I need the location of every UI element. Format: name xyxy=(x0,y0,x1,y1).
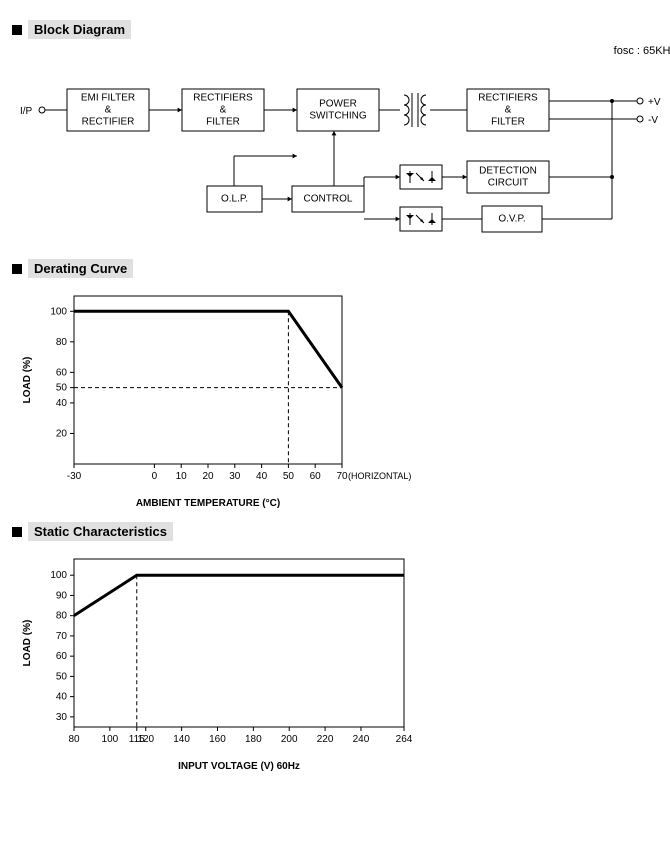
svg-text:180: 180 xyxy=(245,734,262,745)
svg-text:90: 90 xyxy=(56,590,68,601)
svg-text:RECTIFIER: RECTIFIER xyxy=(82,117,135,128)
svg-text:20: 20 xyxy=(202,471,214,482)
svg-text:20: 20 xyxy=(56,428,68,439)
svg-text:I/P: I/P xyxy=(20,106,33,117)
svg-text:60: 60 xyxy=(56,651,68,662)
bullet-icon xyxy=(12,25,22,35)
svg-text:CIRCUIT: CIRCUIT xyxy=(488,178,529,189)
svg-text:DETECTION: DETECTION xyxy=(479,166,537,177)
svg-text:-30: -30 xyxy=(67,471,82,482)
svg-text:100: 100 xyxy=(50,570,67,581)
bullet-icon xyxy=(12,264,22,274)
svg-text:SWITCHING: SWITCHING xyxy=(309,111,366,122)
svg-text:50: 50 xyxy=(56,383,68,394)
svg-text:EMI FILTER: EMI FILTER xyxy=(81,93,135,104)
svg-text:&: & xyxy=(105,105,112,116)
svg-text:LOAD (%): LOAD (%) xyxy=(22,620,33,667)
svg-text:(HORIZONTAL): (HORIZONTAL) xyxy=(348,471,411,481)
svg-text:50: 50 xyxy=(283,471,295,482)
svg-text:140: 140 xyxy=(173,734,190,745)
fosc-label: fosc : 65KHz xyxy=(12,45,670,57)
svg-text:FILTER: FILTER xyxy=(491,117,525,128)
derating-chart: 20 40 50 60 80 100 -30 0 10 20 30 40 50 60 70 AMBIENT T… xyxy=(12,284,432,514)
svg-text:AMBIENT TEMPERATURE (°C): AMBIENT TEMPERATURE (°C) xyxy=(136,498,280,509)
svg-text:80: 80 xyxy=(56,337,68,348)
section-header-derating: Derating Curve xyxy=(12,259,670,278)
svg-text:30: 30 xyxy=(229,471,241,482)
svg-text:O.V.P.: O.V.P. xyxy=(498,214,525,225)
svg-text:10: 10 xyxy=(176,471,188,482)
svg-text:RECTIFIERS: RECTIFIERS xyxy=(193,93,253,104)
svg-text:&: & xyxy=(505,105,512,116)
svg-text:O.L.P.: O.L.P. xyxy=(221,194,248,205)
svg-text:RECTIFIERS: RECTIFIERS xyxy=(478,93,538,104)
svg-text:60: 60 xyxy=(56,367,68,378)
svg-text:60: 60 xyxy=(310,471,322,482)
svg-text:40: 40 xyxy=(56,398,68,409)
section-header-static: Static Characteristics xyxy=(12,522,670,541)
section-title-text: Derating Curve xyxy=(28,259,133,278)
svg-text:+V: +V xyxy=(648,97,661,108)
svg-text:120: 120 xyxy=(137,734,154,745)
block-diagram: I/PEMI FILTER&RECTIFIERRECTIFIERS&FILTER… xyxy=(12,61,662,251)
section-title-text: Static Characteristics xyxy=(28,522,173,541)
svg-text:0: 0 xyxy=(152,471,158,482)
svg-text:&: & xyxy=(220,105,227,116)
svg-text:220: 220 xyxy=(317,734,334,745)
svg-text:30: 30 xyxy=(56,712,68,723)
svg-text:70: 70 xyxy=(56,631,68,642)
static-chart: 3040506070809010080100115120140160180200… xyxy=(12,547,432,777)
svg-text:80: 80 xyxy=(56,611,68,622)
svg-text:-V: -V xyxy=(648,115,658,126)
svg-text:INPUT VOLTAGE (V) 60Hz: INPUT VOLTAGE (V) 60Hz xyxy=(178,761,300,772)
svg-text:100: 100 xyxy=(102,734,119,745)
svg-text:FILTER: FILTER xyxy=(206,117,240,128)
svg-text:80: 80 xyxy=(68,734,80,745)
svg-text:50: 50 xyxy=(56,671,68,682)
svg-text:40: 40 xyxy=(56,692,68,703)
svg-text:CONTROL: CONTROL xyxy=(304,194,353,205)
section-header-block: Block Diagram xyxy=(12,20,670,39)
svg-text:POWER: POWER xyxy=(319,99,357,110)
bullet-icon xyxy=(12,527,22,537)
svg-text:LOAD (%): LOAD (%) xyxy=(22,357,33,404)
section-title-text: Block Diagram xyxy=(28,20,131,39)
svg-text:100: 100 xyxy=(50,306,67,317)
svg-text:70: 70 xyxy=(336,471,348,482)
svg-text:240: 240 xyxy=(353,734,370,745)
svg-text:40: 40 xyxy=(256,471,268,482)
svg-text:160: 160 xyxy=(209,734,226,745)
svg-text:200: 200 xyxy=(281,734,298,745)
svg-text:264: 264 xyxy=(396,734,413,745)
